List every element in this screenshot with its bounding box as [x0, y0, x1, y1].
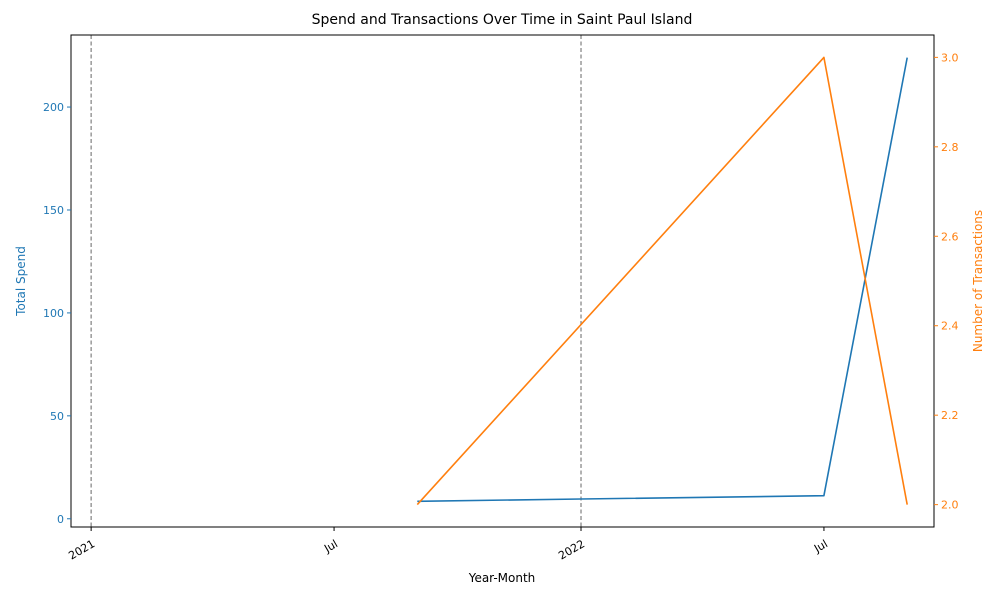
year-marker-lines — [90, 35, 582, 527]
x-tick-label: Jul — [321, 537, 340, 555]
plot-frame — [70, 34, 935, 528]
x-axis-label: Year-Month — [468, 571, 536, 585]
y-axis-right: 2.0 2.2 2.4 2.6 2.8 3.0 — [934, 51, 959, 512]
series-line-transactions — [416, 56, 908, 506]
chart-title: Spend and Transactions Over Time in Sain… — [312, 12, 693, 28]
y-right-tick-label: 2.6 — [941, 230, 959, 243]
y-axis-right-label: Number of Transactions — [971, 210, 985, 352]
x-tick-label: Jul — [811, 537, 830, 555]
y-left-tick-label: 100 — [43, 307, 64, 320]
y-left-tick-label: 150 — [43, 204, 64, 217]
y-right-tick-label: 2.4 — [941, 320, 959, 333]
y-left-tick-label: 200 — [43, 101, 64, 114]
y-right-tick-label: 2.2 — [941, 409, 959, 422]
series-layer — [416, 56, 908, 506]
y-left-tick-label: 50 — [50, 410, 64, 423]
y-axis-left: 0 50 100 150 200 — [43, 101, 71, 526]
y-right-tick-label: 2.8 — [941, 141, 959, 154]
y-axis-left-label: Total Spend — [14, 246, 28, 317]
y-left-tick-label: 0 — [57, 513, 64, 526]
y-right-tick-label: 3.0 — [941, 51, 959, 64]
y-right-tick-label: 2.0 — [941, 499, 959, 512]
